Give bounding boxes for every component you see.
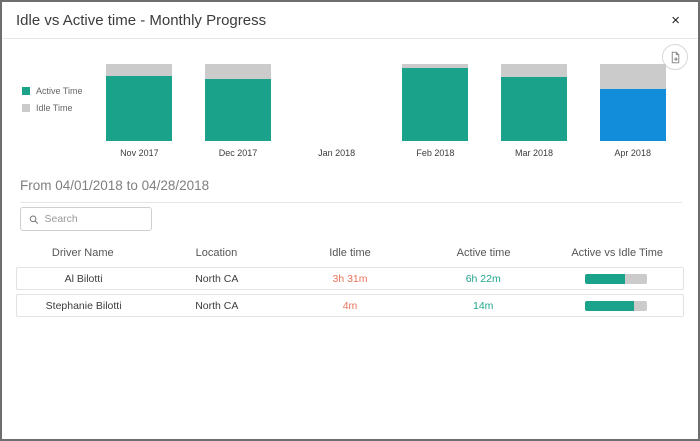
chart-bar-column: Apr 2018 (583, 64, 682, 165)
active-vs-idle-bar (585, 300, 648, 311)
active-time-cell: 6h 22m (465, 272, 501, 285)
search-box[interactable] (20, 207, 152, 231)
chart-bars: Nov 2017 Dec 2017 Jan 2018 Feb 2018 Mar 2018… (90, 64, 682, 165)
period-heading: From 04/01/2018 to 04/28/2018 (20, 178, 682, 203)
active-time-segment[interactable] (599, 89, 666, 141)
table-row[interactable]: Al Bilotti North CA 3h 31m 6h 22m (16, 267, 684, 290)
chart-bar-column: Mar 2018 (485, 64, 584, 165)
legend-item: Idle Time (22, 103, 83, 113)
idle-time-segment[interactable] (106, 64, 173, 77)
idle-time-segment[interactable] (402, 64, 469, 68)
chart-bar-column: Dec 2017 (189, 64, 288, 165)
chart-bar-slot (501, 64, 568, 141)
chart-bar[interactable] (402, 64, 469, 141)
chart-bar-column: Nov 2017 (90, 64, 189, 165)
chart-category-label: Mar 2018 (515, 148, 554, 158)
chart-category-label: Jan 2018 (318, 148, 356, 158)
active-time-segment[interactable] (205, 79, 271, 141)
monthly-progress-chart: Active Time Idle Time Nov 2017 Dec 2017 Jan… (2, 64, 698, 168)
chart-bar[interactable] (205, 64, 271, 141)
chart-bar-column: Jan 2018 (287, 64, 386, 165)
chart-bar[interactable] (501, 64, 568, 141)
driver-name-cell: Stephanie Bilotti (45, 299, 122, 312)
column-header: Idle time (329, 247, 371, 259)
chart-bar-slot (304, 64, 370, 141)
table-body: Al Bilotti North CA 3h 31m 6h 22m Stephanie … (16, 267, 684, 317)
chart-bar-slot (402, 64, 469, 141)
modal-header: Idle vs Active time - Monthly Progress × (2, 2, 698, 39)
ratio-cell (550, 273, 683, 284)
active-portion (585, 273, 626, 284)
chart-category-label: Apr 2018 (614, 148, 651, 158)
legend-swatch-icon (22, 104, 30, 112)
legend-swatch-icon (22, 87, 30, 95)
ratio-cell (550, 300, 683, 311)
modal-title: Idle vs Active time - Monthly Progress (16, 11, 267, 29)
chart-bar[interactable] (599, 64, 666, 141)
table-header-row: Driver Name Location Idle time Active time A… (16, 243, 684, 263)
legend-label: Idle Time (36, 103, 73, 113)
active-time-segment[interactable] (402, 67, 469, 141)
table-row[interactable]: Stephanie Bilotti North CA 4m 14m (16, 294, 684, 317)
search-icon (29, 214, 39, 224)
active-vs-idle-bar (585, 273, 648, 284)
export-file-icon (671, 51, 679, 63)
idle-time-cell: 4m (342, 299, 358, 312)
column-header: Active time (456, 247, 511, 259)
column-header: Location (195, 247, 238, 259)
chart-category-label: Nov 2017 (120, 148, 159, 158)
chart-bar-slot (599, 64, 666, 141)
chart-category-label: Feb 2018 (416, 148, 455, 158)
export-report-button[interactable] (662, 44, 688, 70)
active-portion (585, 300, 634, 311)
idle-time-cell: 3h 31m (332, 272, 368, 285)
idle-time-segment[interactable] (599, 64, 666, 90)
location-cell: North CA (195, 299, 239, 312)
chart-legend: Active Time Idle Time (22, 86, 83, 120)
legend-label: Active Time (36, 86, 83, 96)
chart-category-label: Dec 2017 (218, 148, 258, 158)
drivers-table: Driver Name Location Idle time Active time A… (16, 243, 684, 317)
column-header: Driver Name (51, 247, 114, 259)
active-time-segment[interactable] (106, 76, 173, 141)
chart-bar[interactable] (106, 64, 173, 141)
legend-item: Active Time (22, 86, 83, 96)
location-cell: North CA (195, 272, 239, 285)
active-time-segment[interactable] (501, 77, 568, 141)
close-icon[interactable]: × (667, 9, 684, 32)
driver-name-cell: Al Bilotti (64, 272, 103, 285)
column-header: Active vs Idle Time (571, 247, 664, 259)
idle-time-segment[interactable] (205, 64, 271, 80)
idle-time-segment[interactable] (501, 64, 568, 78)
chart-bar-column: Feb 2018 (386, 64, 485, 165)
active-time-cell: 14m (472, 299, 494, 312)
search-input[interactable] (44, 213, 143, 225)
chart-bar-slot (106, 64, 173, 141)
chart-bar-slot (205, 64, 271, 141)
